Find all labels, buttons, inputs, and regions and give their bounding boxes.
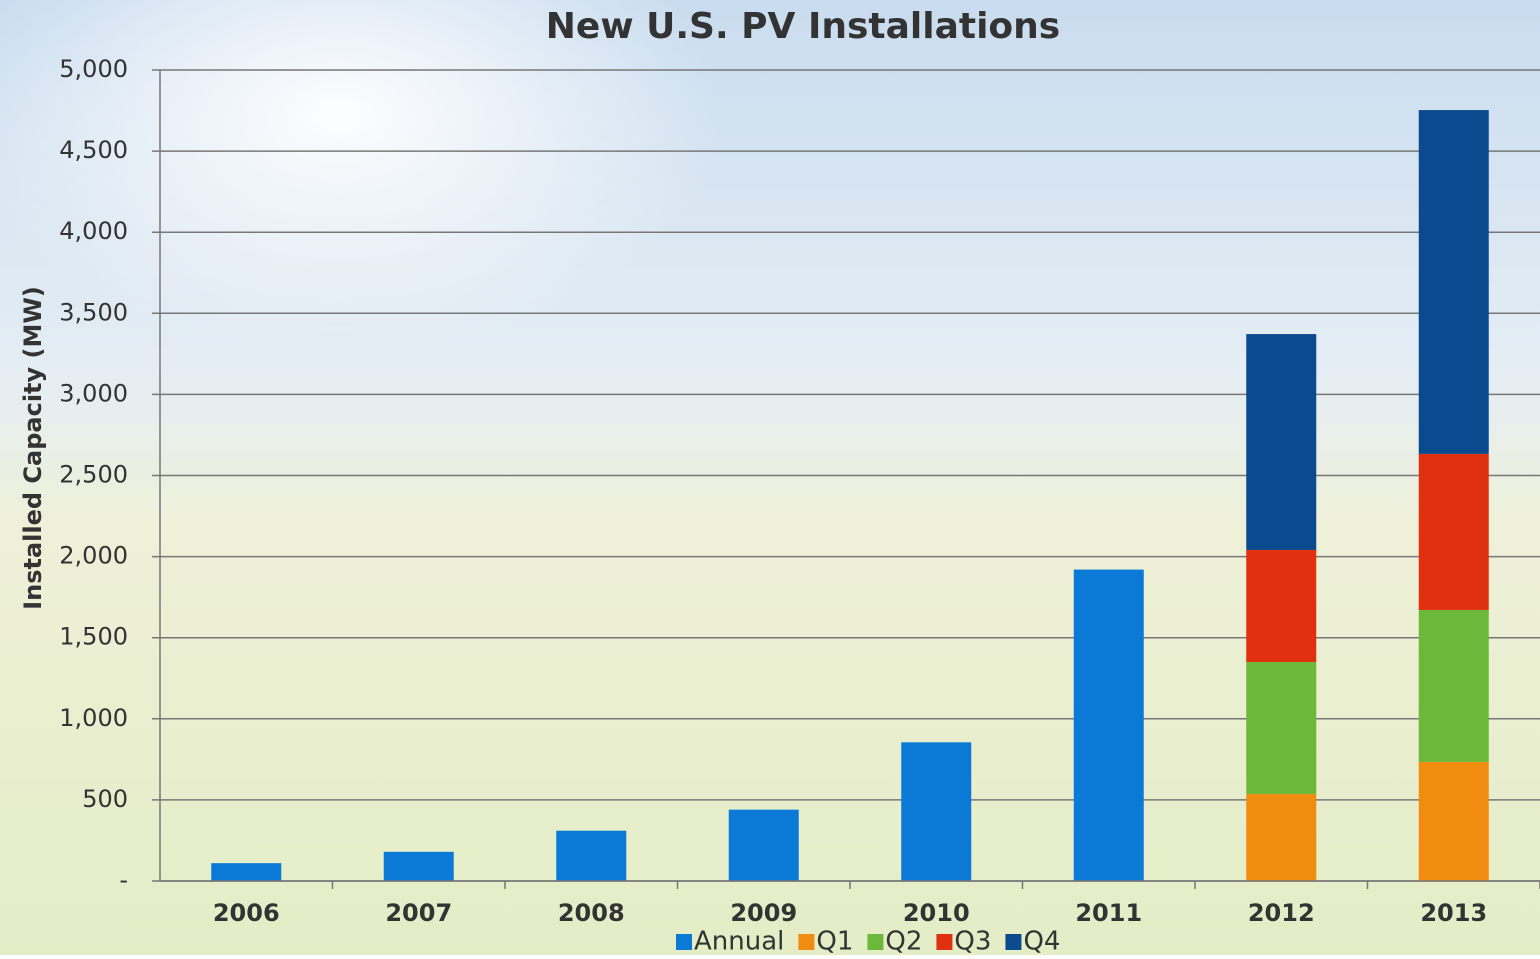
bar-segment	[384, 852, 454, 881]
y-tick-label: 4,500	[59, 136, 128, 164]
x-tick-label: 2013	[1420, 899, 1487, 927]
bar-segment	[1419, 454, 1489, 610]
legend-swatch	[798, 934, 814, 950]
legend-label: Q2	[885, 927, 922, 956]
bar-segment	[1419, 110, 1489, 454]
y-tick-label: 5,000	[59, 55, 128, 83]
bar-segment	[211, 863, 281, 881]
bar-segment	[1246, 334, 1316, 550]
bar-segment	[729, 810, 799, 881]
x-tick-label: 2012	[1248, 899, 1315, 927]
legend-label: Q4	[1023, 927, 1060, 956]
y-tick-label: 4,000	[59, 217, 128, 245]
bar-segment	[1246, 794, 1316, 881]
chart: New U.S. PV Installations Installed Capa…	[0, 0, 1540, 955]
y-tick-label: 3,000	[59, 379, 128, 407]
legend-swatch	[1005, 934, 1021, 950]
x-tick-label: 2007	[385, 899, 452, 927]
legend-label: Annual	[694, 927, 784, 956]
bar-segment	[1074, 570, 1144, 881]
x-tick-label: 2011	[1075, 899, 1142, 927]
y-axis-label: Installed Capacity (MW)	[19, 286, 47, 610]
legend-swatch	[867, 934, 883, 950]
legend-swatch	[676, 934, 692, 950]
legend-label: Q1	[816, 927, 853, 956]
y-tick-label: 1,000	[59, 704, 128, 732]
x-tick-label: 2009	[730, 899, 797, 927]
y-tick-label: 3,500	[59, 298, 128, 326]
y-tick-label: 500	[82, 785, 128, 813]
x-tick-label: 2010	[903, 899, 970, 927]
x-tick-label: 2008	[558, 899, 625, 927]
bar-segment	[1246, 550, 1316, 662]
legend-swatch	[936, 934, 952, 950]
chart-title: New U.S. PV Installations	[546, 6, 1060, 47]
bar-segment	[556, 831, 626, 881]
y-tick-label: 1,500	[59, 623, 128, 651]
bar-segment	[1419, 610, 1489, 762]
bar-segment	[1419, 762, 1489, 881]
legend-label: Q3	[954, 927, 991, 956]
bar-segment	[901, 742, 971, 881]
bar-segment	[1246, 662, 1316, 794]
x-tick-label: 2006	[213, 899, 280, 927]
y-tick-label: -	[119, 866, 128, 894]
y-tick-label: 2,500	[59, 461, 128, 489]
y-tick-label: 2,000	[59, 542, 128, 570]
